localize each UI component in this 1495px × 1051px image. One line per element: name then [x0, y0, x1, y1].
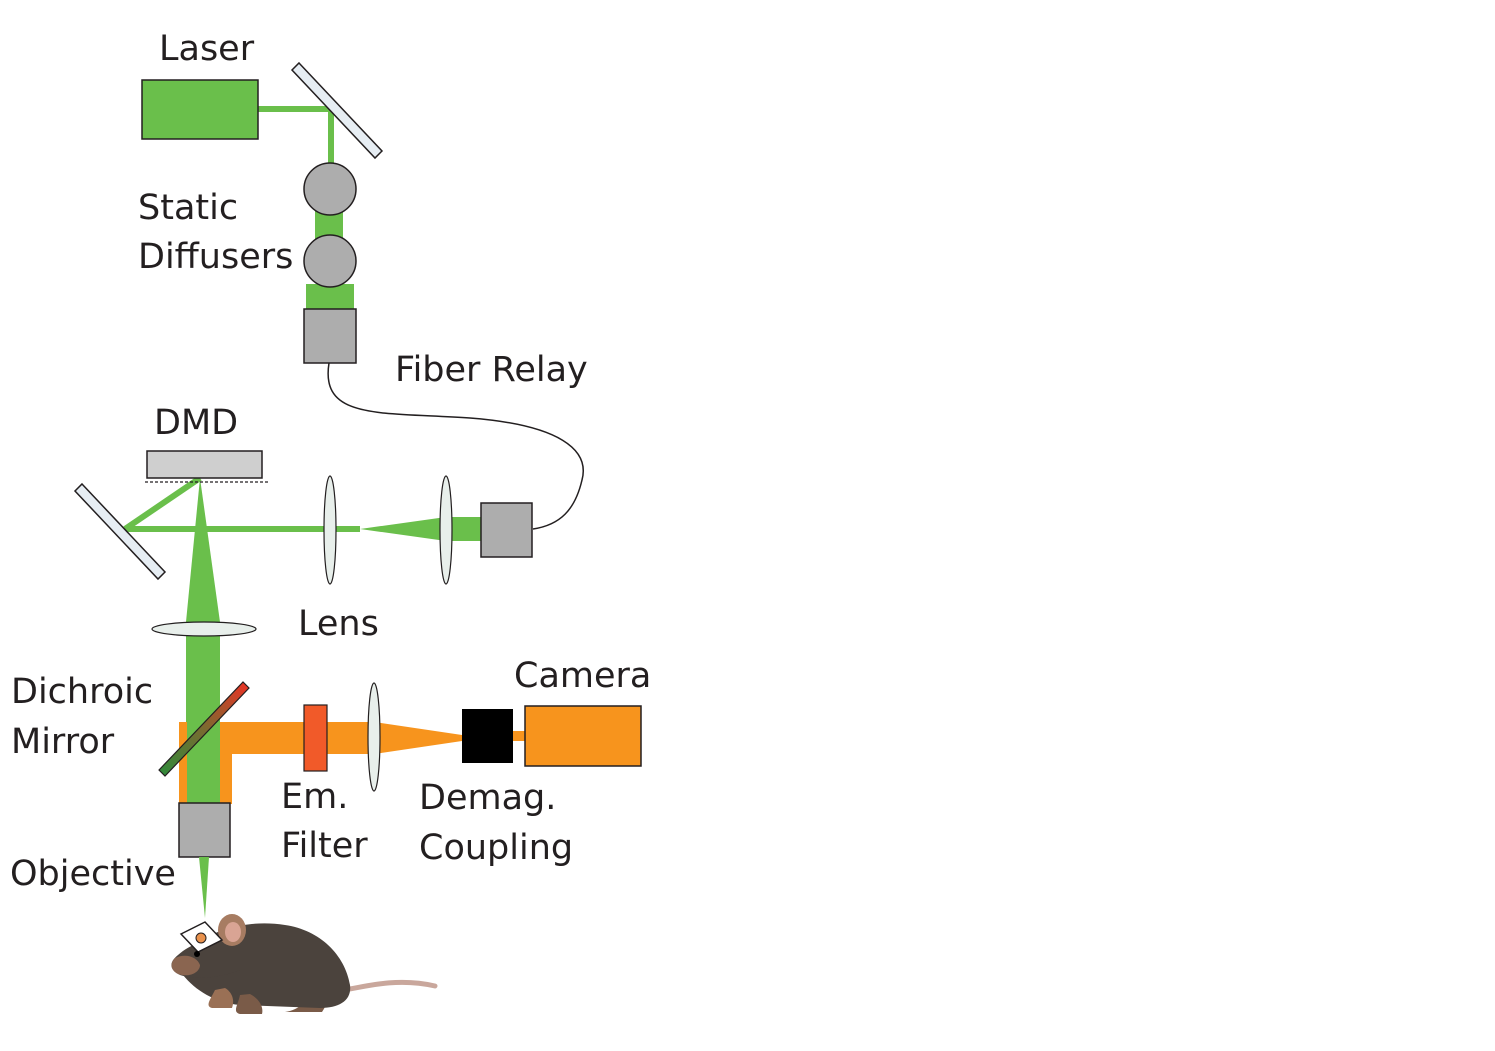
beam-dmd-to-lens: [186, 478, 220, 622]
emission-beam-cone: [374, 722, 462, 754]
dichroic-mirror-label-line-1: Dichroic: [11, 672, 154, 712]
emission-lens: [367, 682, 381, 792]
fold-mirror-top: [290, 61, 384, 160]
static-diffuser-2: [303, 234, 357, 288]
dmd-device: [146, 450, 263, 479]
fiber-coupler-output: [480, 502, 533, 558]
camera-label: Camera: [514, 656, 652, 696]
dichroic-mirror-label-line-2: Mirror: [11, 722, 115, 762]
relay-lens-2: [439, 475, 453, 585]
emission-beam-to-camera: [513, 731, 525, 741]
em-filter-label-line-2: Filter: [281, 826, 368, 866]
beam-to-sample: [199, 857, 209, 918]
dmd-label: DMD: [154, 403, 239, 443]
fold-mirror-side: [73, 482, 167, 581]
lens-label: Lens: [298, 604, 379, 644]
emission-filter: [303, 704, 328, 772]
fiber-relay-label: Fiber Relay: [395, 350, 588, 390]
camera-body: [524, 705, 642, 767]
objective-label: Objective: [10, 854, 176, 894]
fiber-relay-cable: [327, 362, 584, 530]
demag-coupler: [462, 709, 513, 763]
beam-output-cone: [360, 517, 482, 541]
beam-mirror-to-dmd: [123, 475, 202, 532]
laser-label: Laser: [159, 29, 255, 69]
mouse-icon: [171, 914, 438, 1014]
em-filter-label-line-1: Em.: [281, 777, 349, 817]
relay-lens-1: [323, 475, 337, 585]
excitation-beam-path: [258, 106, 334, 165]
fiber-coupler-input: [303, 308, 357, 364]
beam-to-fiber-coupler: [306, 284, 354, 310]
tube-lens: [151, 621, 257, 637]
emission-beam-horizontal: [220, 722, 374, 754]
static-diffusers-label-line-1: Static: [138, 188, 239, 228]
demag-coupling-label-line-2: Coupling: [419, 828, 574, 868]
dichroic-mirror: [158, 681, 250, 777]
emission-beam-left: [179, 722, 187, 804]
static-diffusers-label-line-2: Diffusers: [138, 237, 294, 277]
laser-box: [141, 79, 259, 140]
objective-lens: [178, 802, 231, 858]
static-diffuser-1: [303, 162, 357, 216]
demag-coupling-label-line-1: Demag.: [419, 778, 557, 818]
